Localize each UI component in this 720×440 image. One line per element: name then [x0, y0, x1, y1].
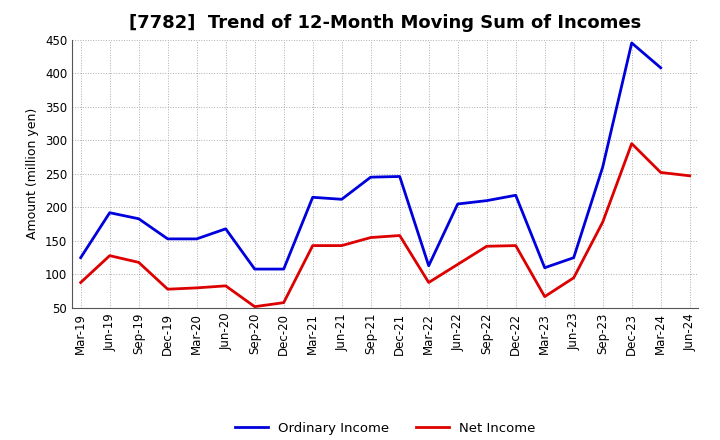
Net Income — [76, 280, 85, 285]
Net Income — [657, 170, 665, 175]
Net Income — [279, 300, 288, 305]
Ordinary Income — [570, 255, 578, 260]
Net Income — [163, 286, 172, 292]
Net Income — [627, 141, 636, 146]
Net Income — [366, 235, 375, 240]
Ordinary Income — [366, 175, 375, 180]
Net Income — [482, 244, 491, 249]
Net Income — [598, 220, 607, 225]
Ordinary Income — [76, 255, 85, 260]
Ordinary Income — [192, 236, 201, 242]
Legend: Ordinary Income, Net Income: Ordinary Income, Net Income — [230, 417, 541, 440]
Ordinary Income — [135, 216, 143, 221]
Line: Net Income: Net Income — [81, 143, 690, 307]
Net Income — [338, 243, 346, 248]
Ordinary Income — [627, 40, 636, 46]
Net Income — [395, 233, 404, 238]
Net Income — [511, 243, 520, 248]
Net Income — [251, 304, 259, 309]
Ordinary Income — [424, 263, 433, 268]
Ordinary Income — [251, 267, 259, 272]
Net Income — [221, 283, 230, 289]
Net Income — [135, 260, 143, 265]
Ordinary Income — [454, 202, 462, 207]
Net Income — [541, 294, 549, 299]
Net Income — [685, 173, 694, 179]
Ordinary Income — [221, 226, 230, 231]
Line: Ordinary Income: Ordinary Income — [81, 43, 661, 269]
Ordinary Income — [541, 265, 549, 270]
Net Income — [424, 280, 433, 285]
Ordinary Income — [105, 210, 114, 215]
Net Income — [192, 285, 201, 290]
Ordinary Income — [279, 267, 288, 272]
Net Income — [570, 275, 578, 280]
Ordinary Income — [395, 174, 404, 179]
Ordinary Income — [308, 194, 317, 200]
Ordinary Income — [163, 236, 172, 242]
Net Income — [308, 243, 317, 248]
Ordinary Income — [338, 197, 346, 202]
Title: [7782]  Trend of 12-Month Moving Sum of Incomes: [7782] Trend of 12-Month Moving Sum of I… — [129, 15, 642, 33]
Ordinary Income — [511, 193, 520, 198]
Ordinary Income — [657, 65, 665, 70]
Ordinary Income — [482, 198, 491, 203]
Y-axis label: Amount (million yen): Amount (million yen) — [27, 108, 40, 239]
Net Income — [454, 262, 462, 267]
Ordinary Income — [598, 165, 607, 170]
Net Income — [105, 253, 114, 258]
